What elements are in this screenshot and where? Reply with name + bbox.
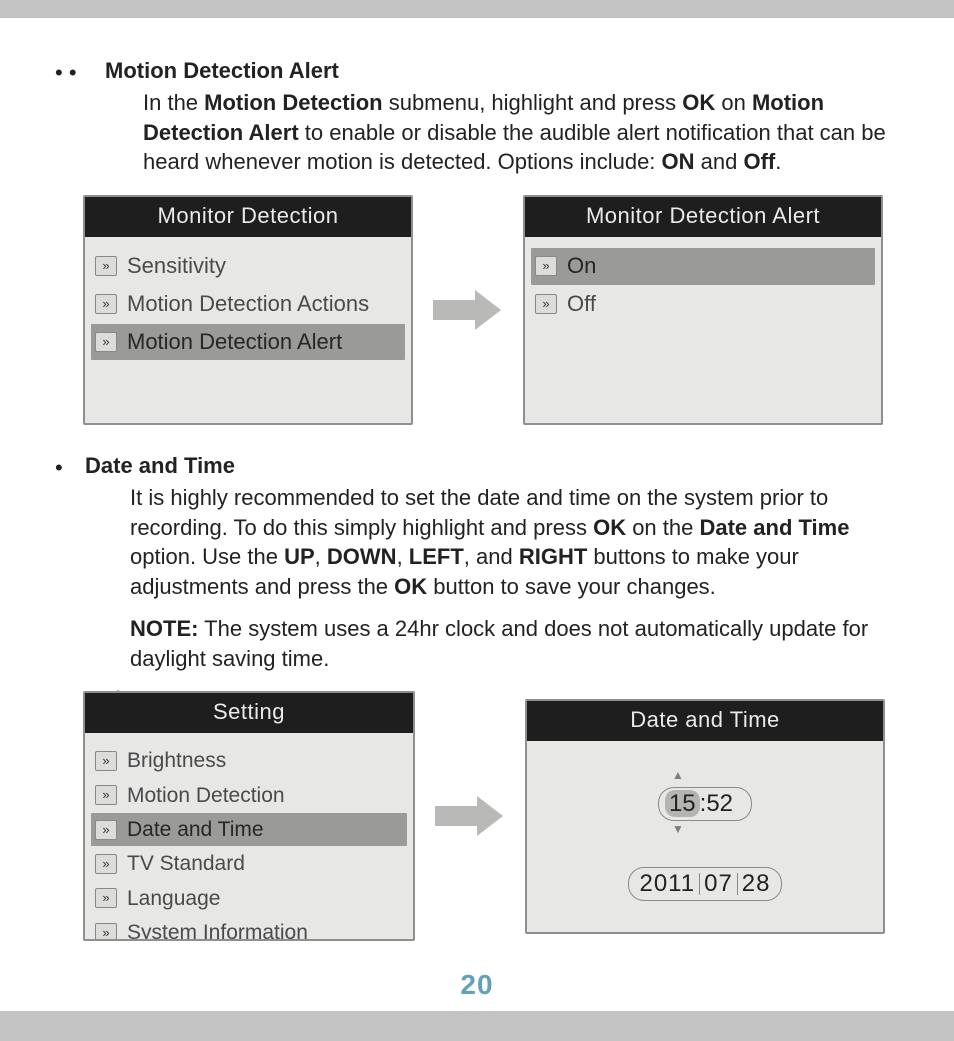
chevron-right-icon: » — [95, 751, 117, 771]
text: on the — [626, 515, 699, 540]
menu-items: » On » Off — [525, 237, 881, 330]
chevron-right-icon: » — [535, 294, 557, 314]
section2-note: NOTE: The system uses a 24hr clock and d… — [130, 614, 899, 673]
note-label: NOTE: — [130, 616, 198, 641]
section-date-and-time: • Date and Time — [55, 453, 899, 481]
menu-item[interactable]: » Motion Detection Alert — [91, 324, 405, 361]
chevron-right-icon: » — [95, 256, 117, 276]
menu-item-label: System Information — [127, 918, 308, 941]
menu-item[interactable]: » Sensitivity — [91, 248, 405, 285]
menu-item-label: Sensitivity — [127, 251, 226, 282]
chevron-right-icon: » — [95, 854, 117, 874]
bold: Off — [743, 149, 775, 174]
section2-paragraph: It is highly recommended to set the date… — [130, 483, 899, 602]
text: submenu, highlight and press — [383, 90, 683, 115]
text: . — [775, 149, 781, 174]
menu-item[interactable]: » Off — [531, 286, 875, 323]
time-hour[interactable]: 15 — [665, 790, 700, 817]
text: , — [315, 544, 327, 569]
menu-item[interactable]: » Motion Detection Actions — [91, 286, 405, 323]
menu-item-label: Brightness — [127, 746, 226, 775]
chevron-right-icon: » — [535, 256, 557, 276]
menu-items: » Sensitivity » Motion Detection Actions » Mo… — [85, 237, 411, 367]
page-number: 20 — [55, 969, 899, 1001]
bold: OK — [593, 515, 626, 540]
menu-item[interactable]: » System Information — [91, 916, 407, 941]
section-title: Date and Time — [85, 453, 235, 478]
menu-item[interactable]: » On — [531, 248, 875, 285]
menu-item[interactable]: » Language — [91, 882, 407, 915]
text: option. Use the — [130, 544, 284, 569]
menu-title: Monitor Detection Alert — [525, 197, 881, 237]
time-minute[interactable]: 52 — [706, 790, 733, 817]
bold: Motion Detection — [204, 90, 382, 115]
date-year[interactable]: 2011 — [639, 870, 695, 897]
menu-setting: Setting » Brightness » Motion Detection » Dat… — [83, 691, 415, 941]
menu-item-label: Motion Detection — [127, 781, 285, 810]
menu-item[interactable]: » Motion Detection — [91, 779, 407, 812]
menu-item[interactable]: » Date and Time — [91, 813, 407, 846]
bullet-marker: • • — [55, 58, 105, 86]
datetime-editor: ▲ 15:52 ▼ 2011 07 28 — [527, 741, 883, 901]
menu-item-label: Date and Time — [127, 815, 264, 844]
bold: OK — [682, 90, 715, 115]
date-month[interactable]: 07 — [704, 870, 733, 897]
manual-page: • • Motion Detection Alert In the Motion… — [0, 18, 954, 1011]
text: on — [715, 90, 752, 115]
menu-item-label: Language — [127, 884, 220, 913]
menus-row-1: Monitor Detection » Sensitivity » Motion De… — [83, 195, 899, 425]
down-triangle-icon: ▼ — [525, 823, 883, 835]
right-arrow-icon — [435, 796, 505, 836]
time-field[interactable]: 15:52 — [658, 787, 752, 821]
panel-title: Date and Time — [527, 701, 883, 741]
panel-date-and-time: Date and Time ▲ 15:52 ▼ 2011 07 28 — [525, 699, 885, 934]
bold: OK — [394, 574, 427, 599]
bold: ON — [662, 149, 695, 174]
menu-item-label: TV Standard — [127, 849, 245, 878]
bold: LEFT — [409, 544, 464, 569]
menu-monitor-detection-alert: Monitor Detection Alert » On » Off — [523, 195, 883, 425]
chevron-right-icon: » — [95, 888, 117, 908]
text: button to save your changes. — [427, 574, 716, 599]
date-field[interactable]: 2011 07 28 — [628, 867, 781, 901]
menu-item-label: Off — [567, 289, 596, 320]
bold: UP — [284, 544, 315, 569]
bold: DOWN — [327, 544, 397, 569]
section1-paragraph: In the Motion Detection submenu, highlig… — [143, 88, 899, 177]
chevron-right-icon: » — [95, 923, 117, 941]
chevron-right-icon: » — [95, 294, 117, 314]
bold: Date and Time — [699, 515, 849, 540]
menu-item-label: On — [567, 251, 596, 282]
chevron-right-icon: » — [95, 785, 117, 805]
text: and — [695, 149, 744, 174]
menu-title: Monitor Detection — [85, 197, 411, 237]
bullet-marker: • — [55, 453, 85, 481]
menu-title: Setting — [85, 693, 413, 733]
date-day[interactable]: 28 — [742, 870, 771, 897]
chevron-right-icon: » — [95, 820, 117, 840]
right-arrow-icon — [433, 290, 503, 330]
chevron-right-icon: » — [95, 332, 117, 352]
menu-items: » Brightness » Motion Detection » Date and Ti… — [85, 733, 413, 941]
text: , and — [464, 544, 519, 569]
menu-item[interactable]: » TV Standard — [91, 847, 407, 880]
menus-row-2: Setting » Brightness » Motion Detection » Dat… — [83, 691, 899, 941]
section-motion-detection-alert: • • Motion Detection Alert — [55, 58, 899, 86]
text: , — [397, 544, 409, 569]
bold: RIGHT — [519, 544, 587, 569]
menu-item-label: Motion Detection Actions — [127, 289, 369, 320]
menu-item-label: Motion Detection Alert — [127, 327, 342, 358]
menu-monitor-detection: Monitor Detection » Sensitivity » Motion De… — [83, 195, 413, 425]
text: In the — [143, 90, 204, 115]
section-title: Motion Detection Alert — [105, 58, 339, 83]
arrow-container — [413, 290, 523, 330]
arrow-container — [415, 796, 525, 836]
note-text: The system uses a 24hr clock and does no… — [130, 616, 868, 671]
menu-item[interactable]: » Brightness — [91, 744, 407, 777]
up-triangle-icon: ▲ — [525, 769, 883, 781]
